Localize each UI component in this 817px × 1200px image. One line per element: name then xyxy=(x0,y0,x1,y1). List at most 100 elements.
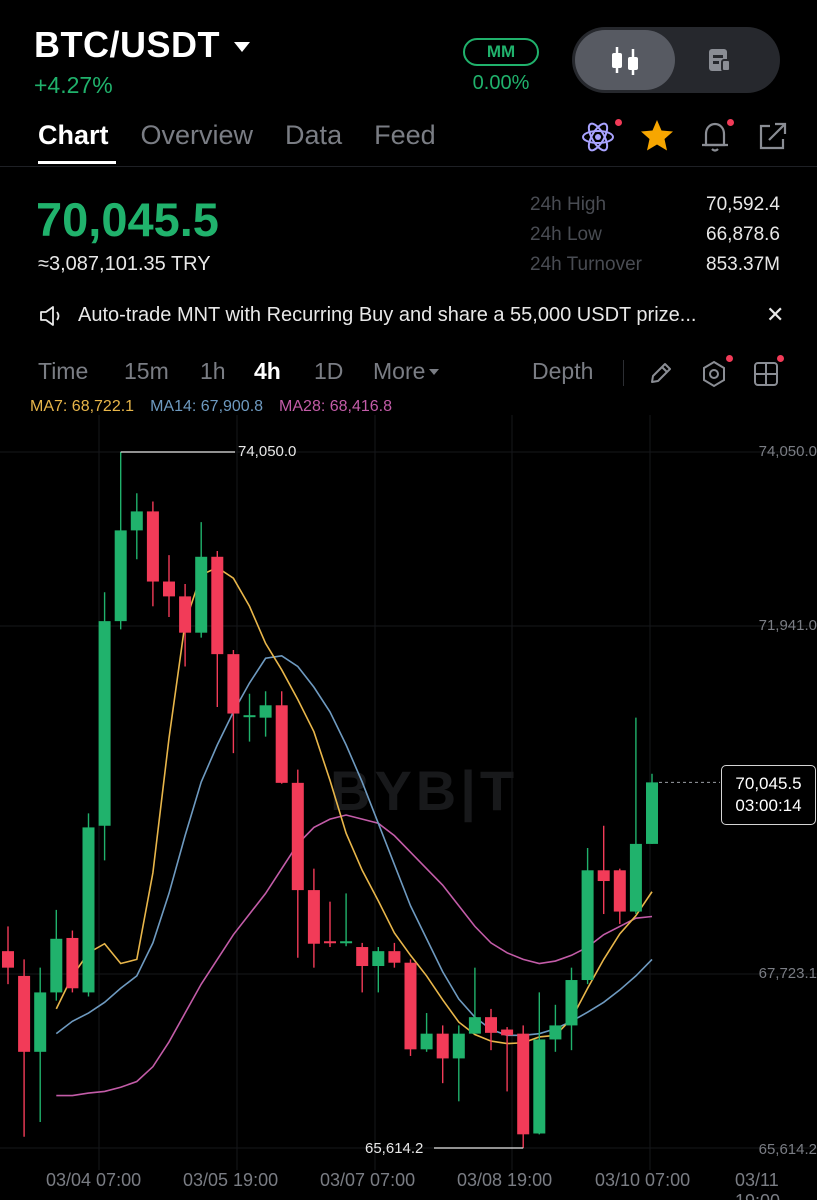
candle-body[interactable] xyxy=(50,938,63,993)
candle-body[interactable] xyxy=(82,827,95,993)
candle-body[interactable] xyxy=(468,1017,481,1034)
tf-time[interactable]: Time xyxy=(38,358,89,384)
tab-chart[interactable]: Chart xyxy=(38,120,109,150)
candle-body[interactable] xyxy=(130,511,143,531)
current-price-tag: 70,045.5 03:00:14 xyxy=(721,765,816,825)
candle-body[interactable] xyxy=(485,1017,497,1033)
candle-body[interactable] xyxy=(179,596,192,633)
candle-body[interactable] xyxy=(98,621,111,826)
main-tabs: Chart Overview Data Feed xyxy=(38,120,436,151)
candle-body[interactable] xyxy=(243,715,256,718)
x-label: 03/07 07:00 xyxy=(320,1170,416,1190)
candle-body[interactable] xyxy=(291,782,304,891)
pair-title: BTC/USDT xyxy=(34,24,220,65)
candle-body[interactable] xyxy=(340,941,353,944)
candle-body[interactable] xyxy=(356,947,369,967)
close-icon[interactable]: ✕ xyxy=(766,302,785,327)
stat-high-label: 24h High xyxy=(530,194,607,215)
y-label: 67,723.1 xyxy=(758,965,817,982)
y-label: 71,941.0 xyxy=(758,617,817,634)
tabs-divider xyxy=(0,166,817,167)
ma28-label: MA28: 68,416.8 xyxy=(279,398,393,415)
candle-body[interactable] xyxy=(452,1033,465,1059)
share-icon[interactable] xyxy=(754,117,792,155)
stat-turnover-value: 853.37M xyxy=(706,254,780,275)
candle-body[interactable] xyxy=(146,511,159,582)
candle-body[interactable] xyxy=(163,581,175,597)
ma-legend: MA7: 68,722.1 MA14: 67,900.8 MA28: 68,41… xyxy=(30,398,392,416)
active-tab-indicator xyxy=(38,161,116,164)
caret-down-icon xyxy=(429,368,440,375)
candle-body[interactable] xyxy=(404,962,417,1050)
candle-body[interactable] xyxy=(211,556,224,655)
candle-body[interactable] xyxy=(195,556,208,633)
candle-body[interactable] xyxy=(565,980,578,1026)
stat-high-value: 70,592.4 xyxy=(706,194,780,215)
candle-body[interactable] xyxy=(517,1033,530,1135)
toolbar-divider xyxy=(623,360,624,386)
candle-body[interactable] xyxy=(324,941,336,944)
pencil-icon[interactable] xyxy=(646,358,676,388)
candle-body[interactable] xyxy=(646,782,658,844)
x-label: 03/11 19:00 xyxy=(735,1170,780,1200)
candle-body[interactable] xyxy=(34,992,47,1052)
tf-1h[interactable]: 1h xyxy=(200,358,226,384)
candle-body[interactable] xyxy=(2,951,14,968)
fiat-price: ≈3,087,101.35 TRY xyxy=(38,253,211,275)
candle-body[interactable] xyxy=(436,1033,449,1059)
low-marker-label: 65,614.2 xyxy=(365,1140,424,1157)
candle-body[interactable] xyxy=(114,530,127,622)
candle-body[interactable] xyxy=(533,1039,546,1134)
bell-icon[interactable] xyxy=(696,117,734,155)
x-label: 03/05 19:00 xyxy=(183,1170,279,1190)
ma14-label: MA14: 67,900.8 xyxy=(150,398,264,415)
tf-15m[interactable]: 15m xyxy=(124,358,169,384)
tf-more-label: More xyxy=(373,358,426,384)
candle-countdown: 03:00:14 xyxy=(735,796,802,815)
tab-feed[interactable]: Feed xyxy=(374,120,436,150)
candle-body[interactable] xyxy=(420,1033,433,1050)
candle-body[interactable] xyxy=(581,870,594,981)
favorite-star-icon[interactable] xyxy=(638,117,676,155)
x-label: 03/04 07:00 xyxy=(46,1170,142,1190)
depth-button[interactable]: Depth xyxy=(532,358,594,384)
orderbook-icon[interactable] xyxy=(700,42,736,78)
y-label: 74,050.0 xyxy=(758,443,817,460)
candle-body[interactable] xyxy=(388,951,401,963)
pair-selector[interactable]: BTC/USDT xyxy=(34,24,250,66)
ai-atom-icon[interactable] xyxy=(580,117,622,155)
caret-down-icon xyxy=(234,42,250,52)
ma7-label: MA7: 68,722.1 xyxy=(30,398,135,415)
x-label: 03/08 19:00 xyxy=(457,1170,553,1190)
candle-body[interactable] xyxy=(501,1029,514,1036)
tf-4h[interactable]: 4h xyxy=(254,358,281,384)
mm-badge[interactable]: MM xyxy=(463,38,539,66)
candle-body[interactable] xyxy=(275,705,288,783)
candle-body[interactable] xyxy=(66,937,79,989)
layout-grid-icon[interactable] xyxy=(750,355,784,390)
candle-body[interactable] xyxy=(549,1025,562,1040)
candlestick-chart[interactable] xyxy=(0,415,817,1200)
mm-value: 0.00% xyxy=(472,72,530,94)
tab-overview[interactable]: Overview xyxy=(140,120,254,150)
chart-view-toggle[interactable] xyxy=(572,27,780,93)
candle-body[interactable] xyxy=(227,654,240,714)
candle-body[interactable] xyxy=(372,951,385,967)
candle-body[interactable] xyxy=(259,705,272,718)
stat-low-label: 24h Low xyxy=(530,224,602,245)
watermark-logo: BYB|T xyxy=(330,759,519,822)
candle-body[interactable] xyxy=(307,890,320,944)
candle-body[interactable] xyxy=(597,870,610,882)
candlestick-icon xyxy=(612,47,638,75)
tf-1d[interactable]: 1D xyxy=(314,358,344,384)
toggle-candles-active[interactable] xyxy=(575,30,675,90)
tf-more[interactable]: More xyxy=(373,358,440,385)
candle-body[interactable] xyxy=(629,843,642,912)
x-label: 03/10 07:00 xyxy=(595,1170,691,1190)
tab-data[interactable]: Data xyxy=(285,120,343,150)
ma14-line xyxy=(55,654,653,1037)
promo-banner[interactable]: Auto-trade MNT with Recurring Buy and sh… xyxy=(78,304,697,326)
candle-body[interactable] xyxy=(18,975,31,1052)
candle-body[interactable] xyxy=(613,870,626,912)
indicator-settings-icon[interactable] xyxy=(698,355,733,390)
